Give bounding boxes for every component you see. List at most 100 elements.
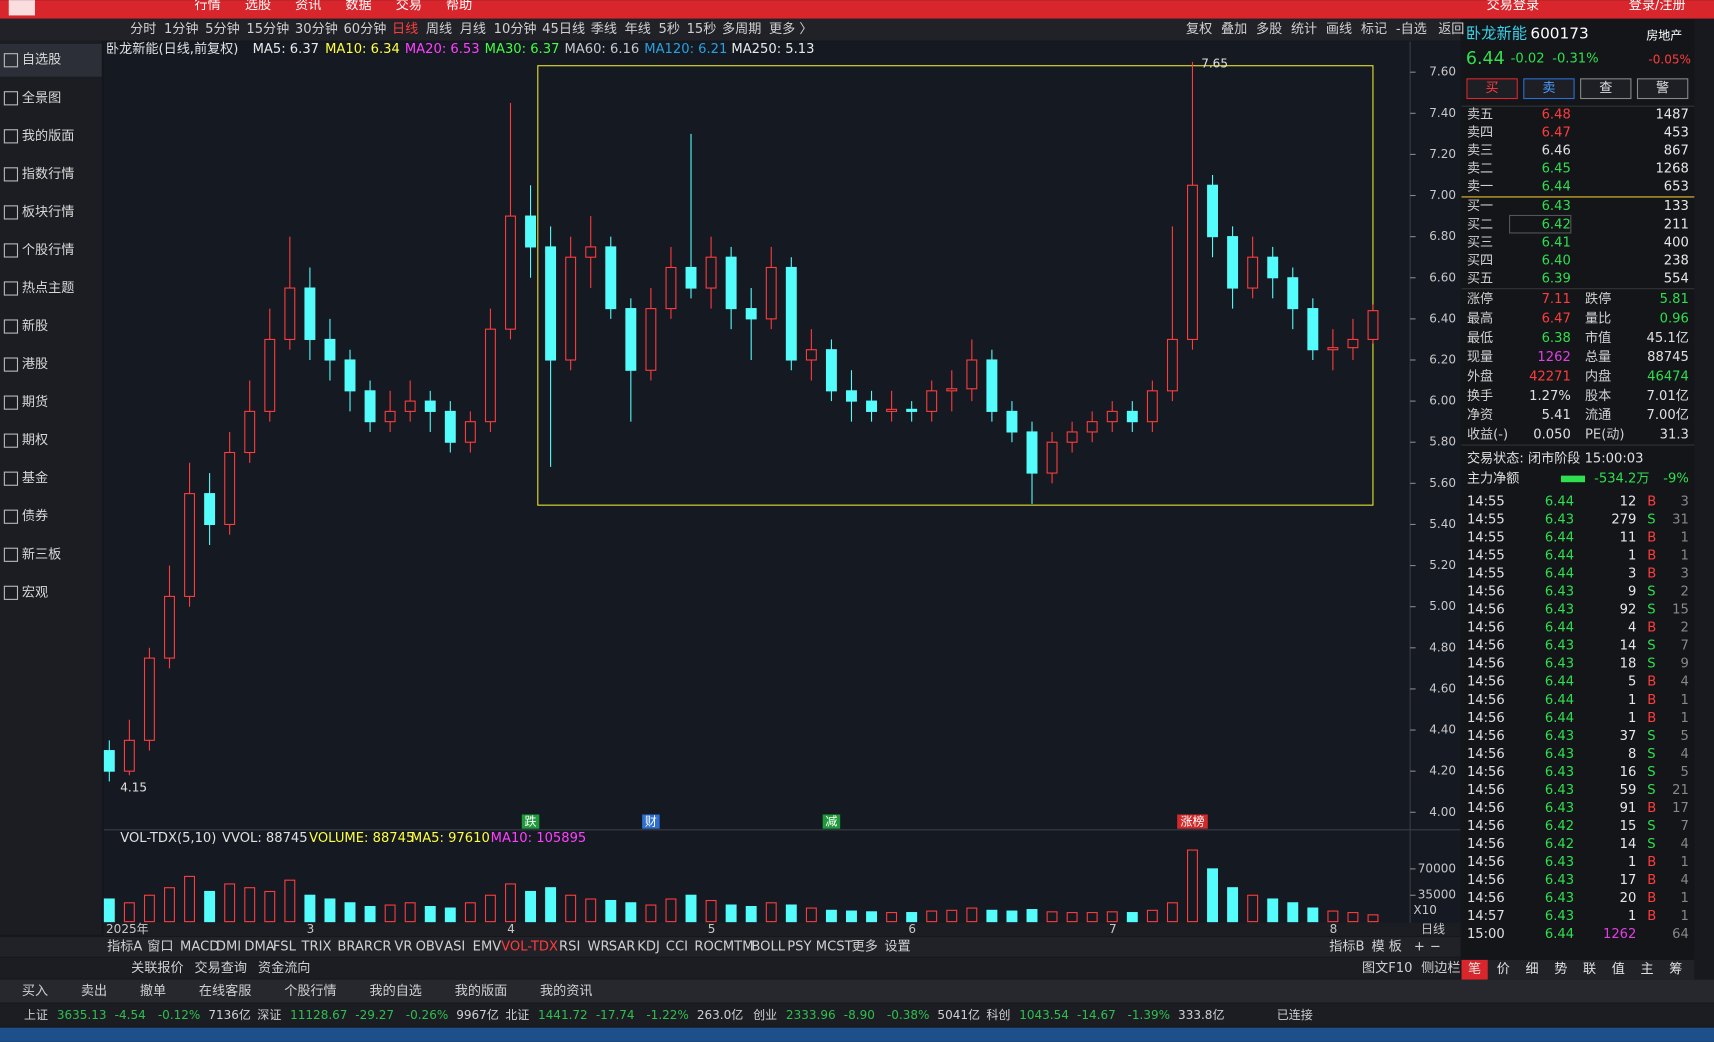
panel-tab[interactable]: 价 [1497,962,1510,977]
sub-right[interactable]: 侧边栏 [1421,960,1460,976]
chart-tool[interactable]: 统计 [1291,21,1317,37]
indicator-tab[interactable]: ROC [694,939,723,954]
indicator-tab[interactable]: BOLL [751,939,785,954]
chart-tool[interactable]: 返回 [1438,21,1464,37]
indicator-tab[interactable]: MCST [816,939,854,954]
indicator-right[interactable]: 指标B [1329,938,1364,954]
indicator-tab[interactable]: OBV [416,939,444,954]
period[interactable]: 15秒 [687,21,717,37]
indicator-tab[interactable]: ASI [444,939,465,954]
sub-right[interactable]: 图文F10 [1362,960,1412,976]
action-button[interactable] [1636,78,1689,100]
indicator-tab[interactable]: KDJ [637,939,660,954]
period[interactable]: 季线 [591,21,617,37]
indicator-tab[interactable]: 更多 [852,937,878,954]
sidebar-item[interactable]: 我的版面 [22,128,74,144]
toolbar-item[interactable]: 我的自选 [369,983,421,999]
action-label[interactable]: 查 [1599,80,1612,96]
indicator-tab[interactable]: MTM [723,939,754,954]
action-label[interactable]: 卖 [1542,80,1555,96]
period[interactable]: 年线 [625,21,651,37]
action-button[interactable] [1523,78,1575,100]
sidebar-item[interactable]: 个股行情 [22,242,74,258]
sidebar-item[interactable]: 债券 [22,508,48,524]
sidebar-item[interactable]: 宏观 [22,584,48,600]
panel-tab[interactable]: 主 [1641,961,1654,977]
period[interactable]: 周线 [426,21,452,37]
action-label[interactable]: 警 [1656,80,1669,96]
period[interactable]: 45日线 [542,21,585,37]
indicator-tab[interactable]: RSI [559,939,580,954]
action-button[interactable] [1466,78,1518,100]
action-label[interactable]: 买 [1486,80,1499,96]
indicator-tab[interactable]: SAR [609,939,636,954]
toolbar-item[interactable]: 买入 [22,983,48,999]
indicator-right[interactable]: − [1430,939,1441,954]
period[interactable]: 15分钟 [246,20,289,37]
sidebar-item[interactable]: 港股 [22,356,48,372]
menu-item[interactable]: 行情 [195,0,221,13]
sub-tab[interactable]: 资金流向 [258,960,310,976]
sidebar-item[interactable]: 期权 [22,431,48,448]
indicator-tab[interactable]: DMI [216,939,241,954]
indicator-tab[interactable]: CR [373,939,391,954]
chart-tool[interactable]: 多股 [1256,20,1282,37]
sidebar-item[interactable]: 基金 [22,470,48,486]
sub-tab[interactable]: 关联报价 [131,960,183,976]
panel-tab[interactable]: 筹 [1669,960,1682,977]
period[interactable]: 10分钟 [494,20,537,37]
panel-tab-active[interactable] [1461,959,1488,980]
indicator-right[interactable]: 模 板 [1372,938,1402,954]
sidebar-item[interactable]: 新三板 [22,546,61,562]
action-button[interactable] [1580,78,1632,100]
indicator-tab[interactable]: VR [394,939,412,954]
indicator-tab[interactable]: DMA [244,939,274,954]
menu-item[interactable]: 交易 [396,0,422,13]
period[interactable]: 多周期 [722,20,761,37]
toolbar-item[interactable]: 个股行情 [284,983,336,999]
menu-item[interactable]: 帮助 [446,0,472,13]
panel-tab[interactable]: 联 [1583,961,1596,977]
login-trade[interactable]: 交易登录 [1487,0,1539,13]
menu-item[interactable]: 选股 [245,0,271,13]
period[interactable]: 30分钟 [295,20,338,37]
period[interactable]: 5秒 [658,21,679,37]
period[interactable]: 5分钟 [205,20,240,37]
indicator-tab[interactable]: MACD [180,939,219,954]
period[interactable]: 月线 [460,21,486,37]
chart-tool[interactable]: 画线 [1326,21,1352,37]
indicator-tab[interactable]: 窗口 [147,937,173,954]
sidebar-item[interactable]: 新股 [22,318,48,334]
toolbar-item[interactable]: 在线客服 [199,982,251,999]
panel-tab[interactable]: 笔 [1468,961,1481,977]
period[interactable]: 60分钟 [343,20,386,37]
chart-tool[interactable]: -自选 [1396,21,1427,37]
sub-tab[interactable]: 交易查询 [195,959,247,976]
period[interactable]: 分时 [130,21,156,37]
sidebar-item[interactable]: 热点主题 [22,280,74,296]
toolbar-item[interactable]: 撤单 [140,982,166,999]
menu-item[interactable]: 数据 [345,0,371,13]
panel-tab[interactable]: 势 [1554,961,1567,977]
period[interactable]: 更多 〉 [769,20,813,37]
period[interactable]: 1分钟 [164,20,199,37]
chart-tool[interactable]: 标记 [1361,21,1387,37]
indicator-tab[interactable]: WR [588,939,610,954]
indicator-tab[interactable]: CCI [666,939,688,954]
indicator-tab[interactable]: EMV [473,939,502,954]
panel-tab[interactable]: 细 [1526,961,1539,977]
toolbar-item[interactable]: 我的版面 [455,983,507,999]
sidebar-item[interactable]: 全景图 [22,89,61,106]
menu-item[interactable]: 资讯 [295,0,321,13]
toolbar-item[interactable]: 卖出 [81,983,107,999]
indicator-tab[interactable]: 设置 [884,938,910,954]
login[interactable]: 登录/注册 [1629,0,1686,13]
period[interactable]: 日线 [392,21,418,37]
indicator-tab[interactable]: TRIX [300,939,331,954]
indicator-right[interactable]: + [1414,939,1425,954]
toolbar-item[interactable]: 我的资讯 [540,983,592,999]
indicator-tab[interactable]: FSL [273,939,297,954]
sidebar-item[interactable]: 板块行情 [22,204,74,220]
sidebar-item[interactable]: 指数行情 [22,166,74,182]
indicator-tab[interactable]: PSY [787,939,812,954]
